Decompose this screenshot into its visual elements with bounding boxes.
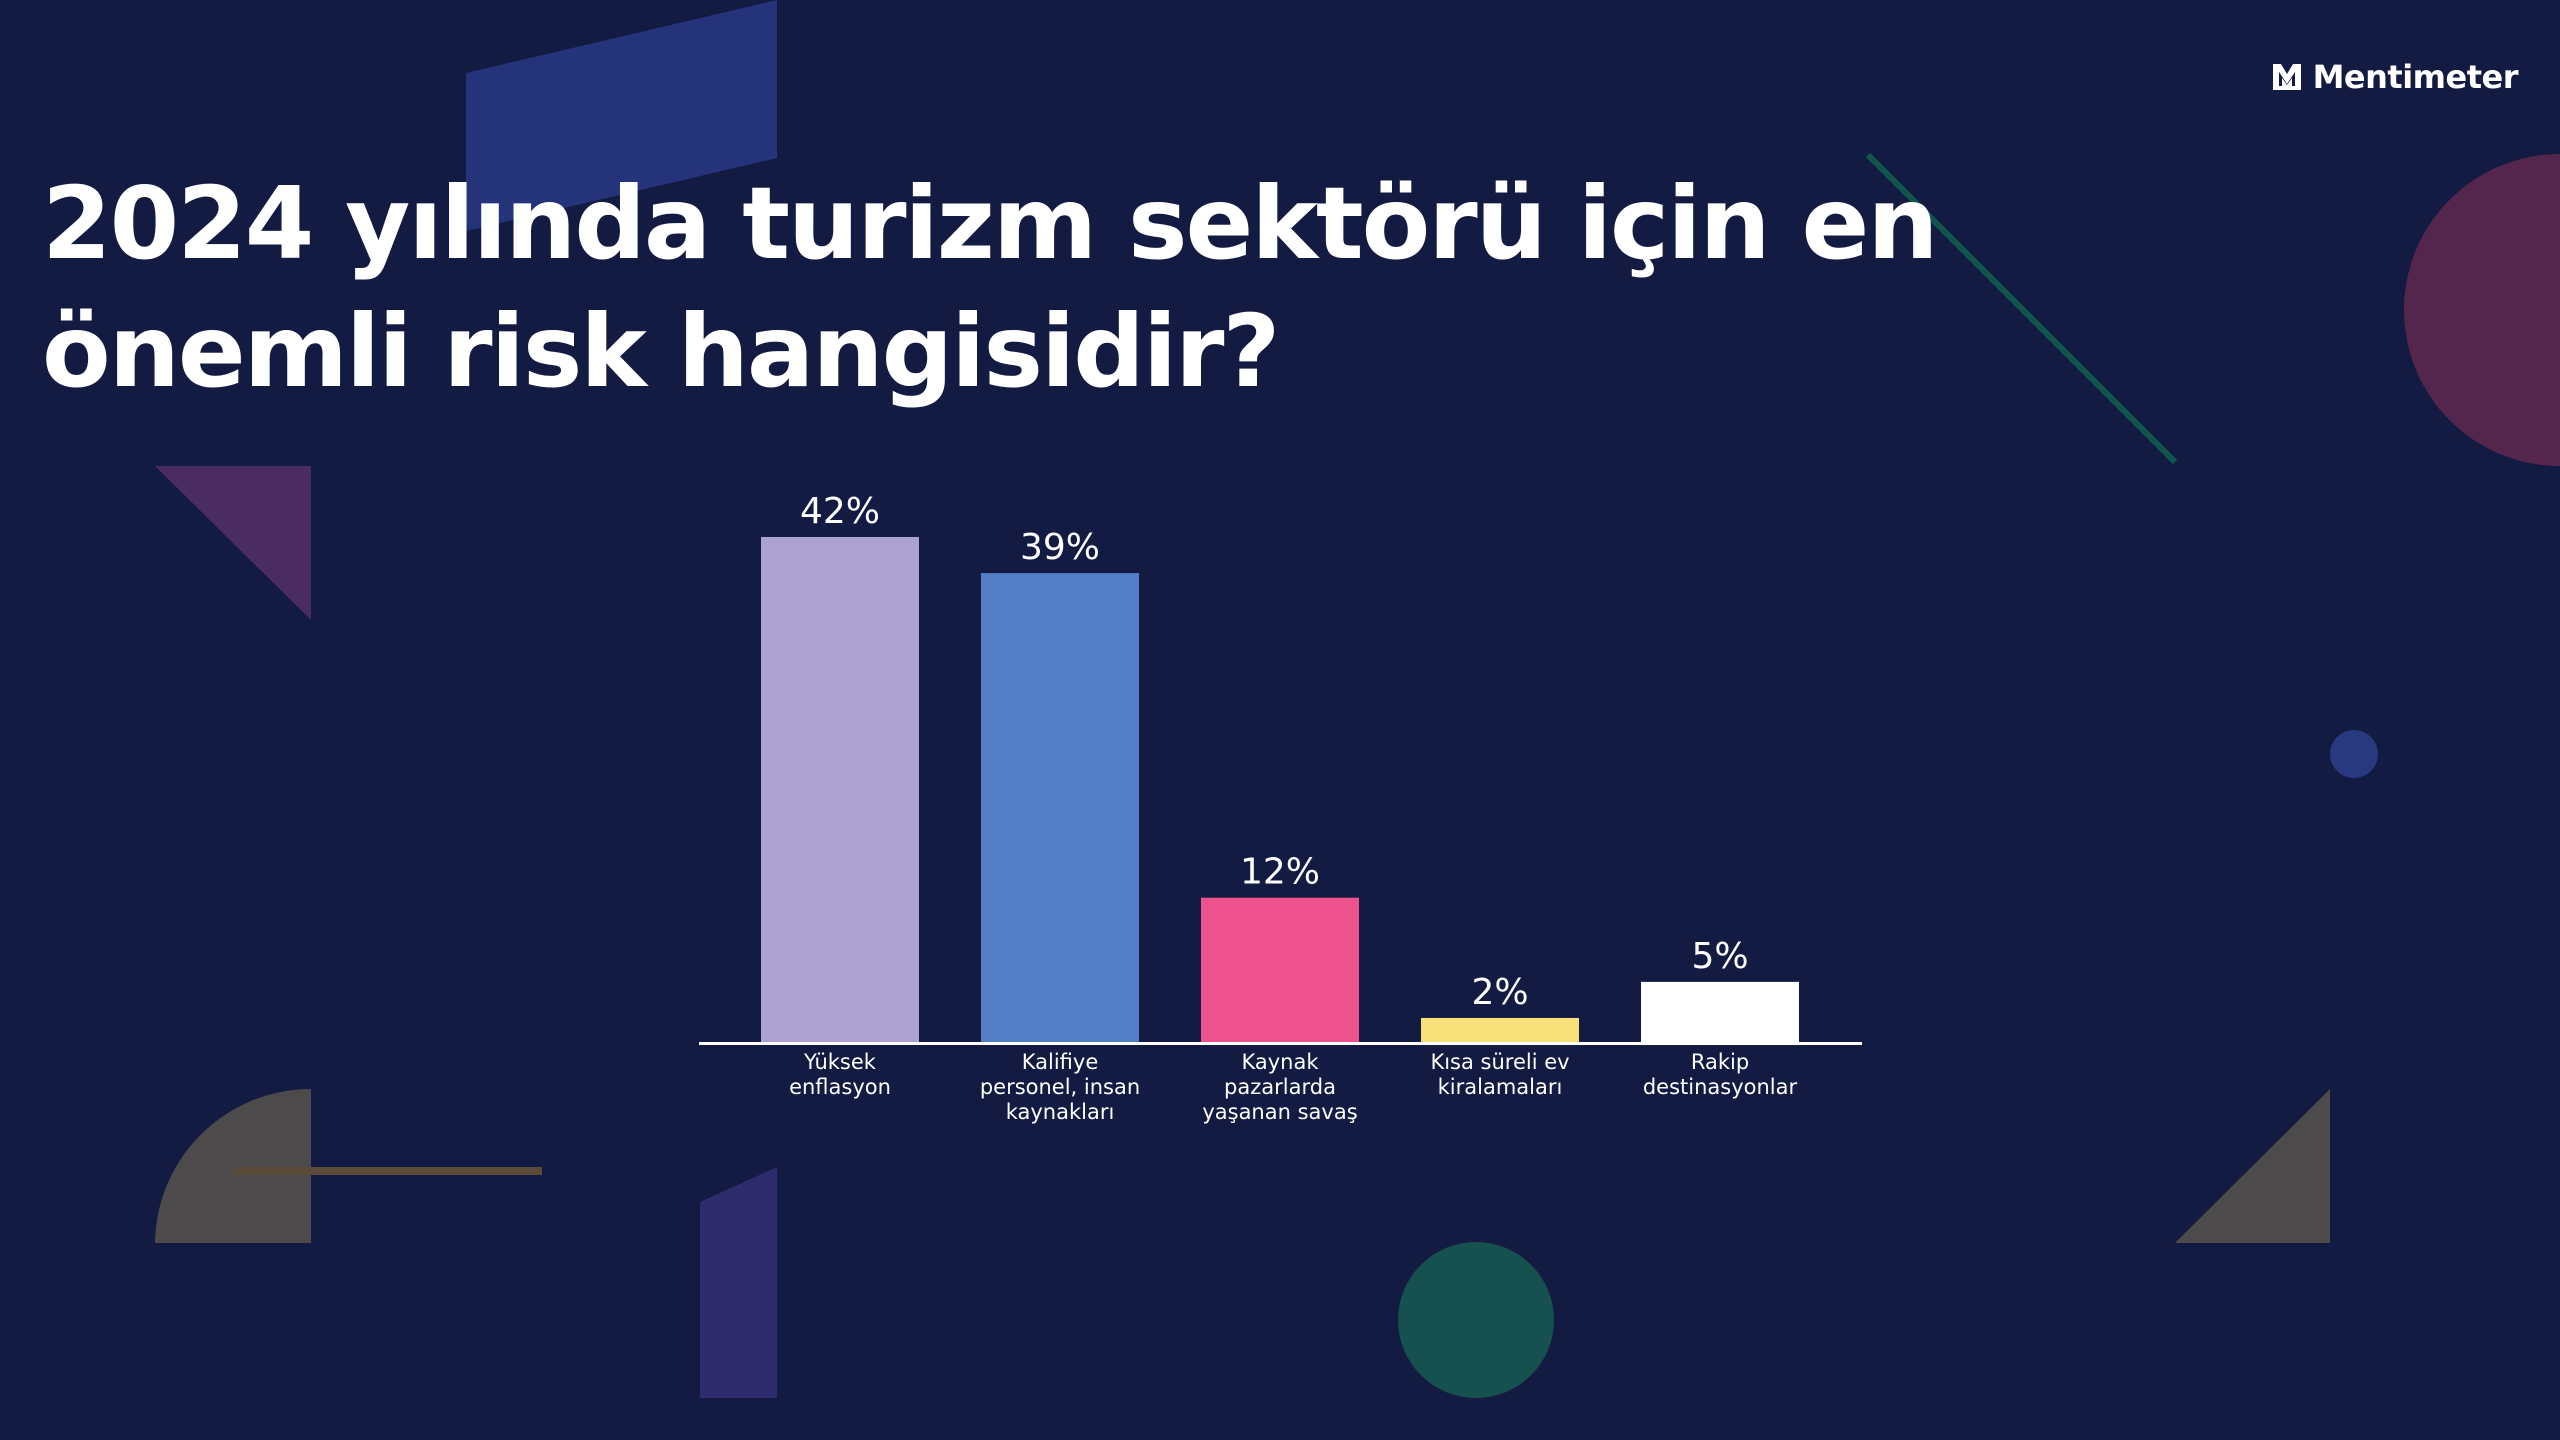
category-label-line: Kısa süreli ev <box>1430 1050 1569 1074</box>
category-label-line: Kalifiye <box>1022 1050 1099 1074</box>
category-label: Rakip destinasyonlar <box>1643 1050 1798 1099</box>
category-label-line: Yüksek <box>803 1050 877 1074</box>
category-label: Yüksek enflasyon <box>789 1050 891 1099</box>
deco-olive-triangle <box>2175 1089 2330 1243</box>
deco-olive-quarter-circle <box>155 1089 311 1243</box>
deco-teal-circle <box>1398 1242 1554 1398</box>
brand-name: Mentimeter <box>2312 58 2519 96</box>
category-label: Kalifiye personel, insan kaynakları <box>980 1050 1140 1124</box>
category-label-line: destinasyonlar <box>1643 1075 1798 1099</box>
category-label-line: kaynakları <box>1006 1100 1115 1124</box>
category-label-line: pazarlarda <box>1224 1075 1336 1099</box>
bar-value-label: 12% <box>1240 852 1320 893</box>
slide-title: 2024 yılında turizm sektörü için en önem… <box>42 165 1939 410</box>
category-label-line: Kaynak <box>1241 1050 1319 1074</box>
deco-blue-dot <box>2330 730 2378 778</box>
bar-value-label: 5% <box>1691 936 1748 977</box>
category-label-line: personel, insan <box>980 1075 1140 1099</box>
category-label-line: yaşanan savaş <box>1202 1100 1357 1124</box>
mentimeter-logo: Mentimeter <box>2272 58 2519 96</box>
category-label-line: kiralamaları <box>1438 1075 1563 1099</box>
mentimeter-m-icon <box>2272 64 2301 90</box>
deco-green-line <box>1865 152 2178 465</box>
bar-3 <box>1201 897 1359 1042</box>
deco-magenta-circle <box>2404 154 2560 466</box>
bar-5 <box>1641 981 1799 1042</box>
bar-value-label: 2% <box>1471 972 1528 1013</box>
deco-indigo-parallelogram <box>700 1167 777 1398</box>
category-label-line: enflasyon <box>789 1075 891 1099</box>
bar-value-label: 42% <box>800 491 880 532</box>
bar-4 <box>1421 1017 1579 1042</box>
deco-purple-triangle <box>155 466 311 620</box>
bar-value-label: 39% <box>1020 527 1100 568</box>
bar-2 <box>981 573 1139 1042</box>
category-label-line: Rakip <box>1691 1050 1749 1074</box>
bar-1 <box>761 537 919 1042</box>
category-label: Kaynak pazarlarda yaşanan savaş <box>1202 1050 1357 1124</box>
deco-blue-parallelogram <box>466 0 777 231</box>
category-label: Kısa süreli ev kiralamaları <box>1430 1050 1569 1099</box>
